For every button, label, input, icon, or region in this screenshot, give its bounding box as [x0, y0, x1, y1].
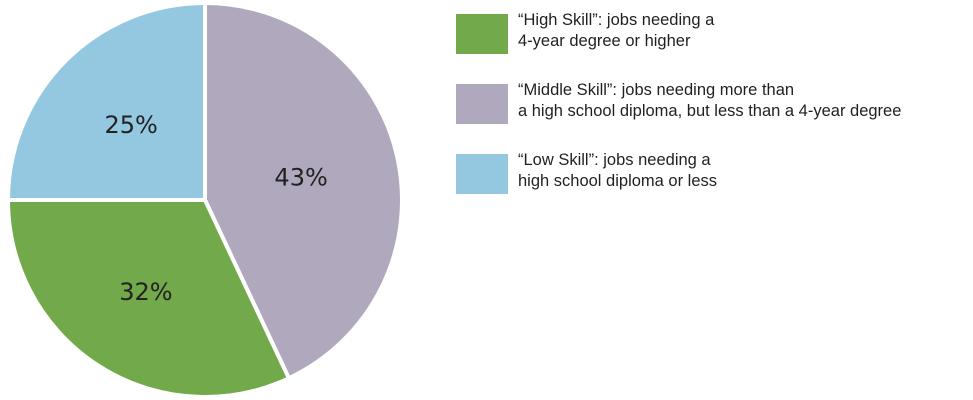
pie-value-labels: 43% 32% 25% — [105, 111, 328, 306]
pie-slice-2 — [6, 198, 291, 399]
pie-chart: 43% 32% 25% — [6, 1, 404, 399]
legend-label-high-skill-line1: “High Skill”: jobs needing a — [518, 11, 715, 29]
legend-item-middle-skill: “Middle Skill”: jobs needing more than a… — [456, 80, 971, 150]
legend: “High Skill”: jobs needing a 4-year degr… — [456, 10, 971, 220]
legend-item-high-skill: “High Skill”: jobs needing a 4-year degr… — [456, 10, 971, 80]
legend-swatch-high-skill — [456, 14, 508, 54]
legend-label-low-skill-line2: high school diploma or less — [518, 172, 718, 190]
legend-label-high-skill-line2: 4-year degree or higher — [518, 32, 691, 50]
legend-label-middle-skill-line2: a high school diploma, but less than a 4… — [518, 102, 902, 120]
legend-swatch-low-skill — [456, 154, 508, 194]
legend-item-low-skill: “Low Skill”: jobs needing a high school … — [456, 150, 971, 220]
pie-slice-1 — [203, 1, 404, 381]
legend-label-middle-skill: “Middle Skill”: jobs needing more than a… — [518, 80, 901, 122]
legend-label-high-skill: “High Skill”: jobs needing a 4-year degr… — [518, 10, 714, 52]
pie-value-label-3: 25% — [105, 111, 158, 139]
legend-label-low-skill: “Low Skill”: jobs needing a high school … — [518, 150, 717, 192]
pie-value-label-1: 43% — [274, 164, 327, 192]
legend-label-low-skill-line1: “Low Skill”: jobs needing a — [518, 151, 711, 169]
legend-swatch-middle-skill — [456, 84, 508, 124]
legend-label-middle-skill-line1: “Middle Skill”: jobs needing more than — [518, 81, 795, 99]
pie-slice-3 — [6, 1, 207, 202]
pie-slices — [6, 1, 404, 399]
pie-value-label-2: 32% — [119, 278, 172, 306]
